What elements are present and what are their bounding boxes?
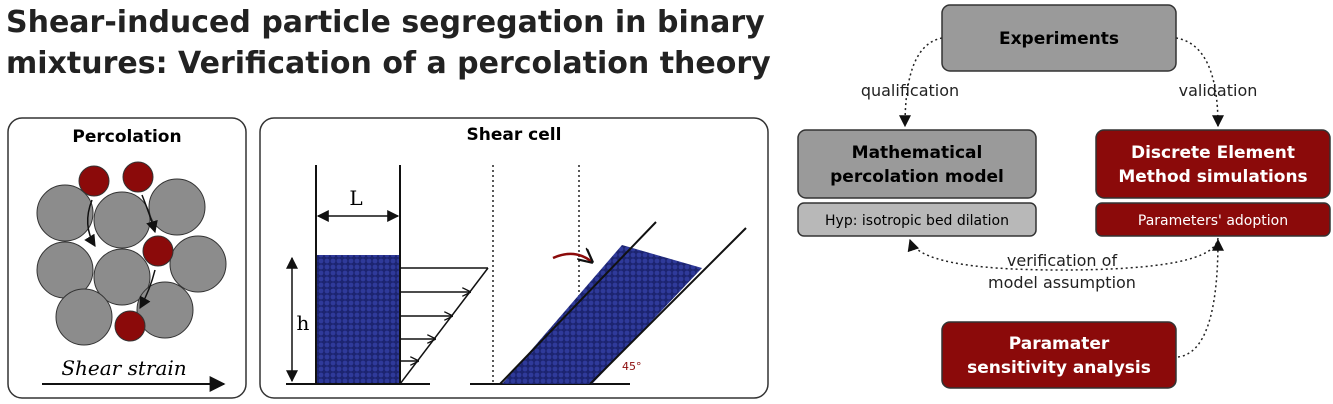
length-label: L	[349, 186, 362, 210]
reference-lines	[492, 165, 580, 384]
node-line: sensitivity analysis	[967, 358, 1151, 378]
sheared-walls	[499, 221, 747, 385]
shear-arrow	[552, 254, 592, 262]
node-label: Hyp: isotropic bed dilation	[825, 213, 1009, 229]
title-line: mixtures: Verification of a percolation …	[6, 46, 771, 81]
particles	[36, 178, 227, 346]
caption: Shear strain	[61, 356, 186, 380]
small-particles	[78, 161, 174, 342]
node-line: Method simulations	[1118, 167, 1307, 187]
percolation-panel: Percolation Shear strain	[7, 117, 247, 399]
edge-label: validation	[1179, 81, 1258, 100]
node-label: Parameters' adoption	[1138, 213, 1288, 229]
shear-cell-panel: Shear cell L h 45°	[259, 117, 769, 399]
bed	[316, 255, 400, 383]
title: Shear-induced particle segregation in bi…	[6, 5, 771, 81]
edge-label: verification of model assumption	[988, 251, 1136, 292]
node-line: Discrete Element	[1131, 143, 1295, 163]
node-line: Mathematical	[852, 143, 983, 163]
edge-line: model assumption	[988, 273, 1136, 292]
node-box	[1095, 202, 1331, 237]
edge-arrow	[1177, 238, 1224, 358]
edge-label: qualification	[861, 81, 959, 100]
node-label: Discrete Element Method simulations	[1118, 143, 1307, 187]
title-line: Shear-induced particle segregation in bi…	[6, 5, 765, 40]
angle-label: 45°	[622, 360, 642, 373]
node-label: Paramater sensitivity analysis	[967, 334, 1151, 378]
edge-line: verification of	[1007, 251, 1118, 270]
velocity-profile	[399, 267, 489, 385]
node-line: Paramater	[1009, 334, 1110, 354]
panel-title: Shear cell	[467, 125, 562, 145]
node-box	[941, 321, 1177, 389]
node-label: Mathematical percolation model	[830, 143, 1004, 187]
node-box	[1095, 129, 1331, 199]
flow-chart: Experiments Mathematical percolation mode…	[797, 4, 1331, 389]
node-label: Experiments	[999, 29, 1119, 49]
node-box	[941, 4, 1177, 72]
node-box	[797, 202, 1037, 237]
percolation-arrows	[84, 194, 158, 310]
panel-title: Percolation	[72, 127, 181, 147]
edge-arrow	[899, 37, 943, 128]
height-label: h	[297, 311, 310, 335]
sheared-bed	[502, 245, 702, 384]
node-line: percolation model	[830, 167, 1004, 187]
node-box	[797, 129, 1037, 199]
